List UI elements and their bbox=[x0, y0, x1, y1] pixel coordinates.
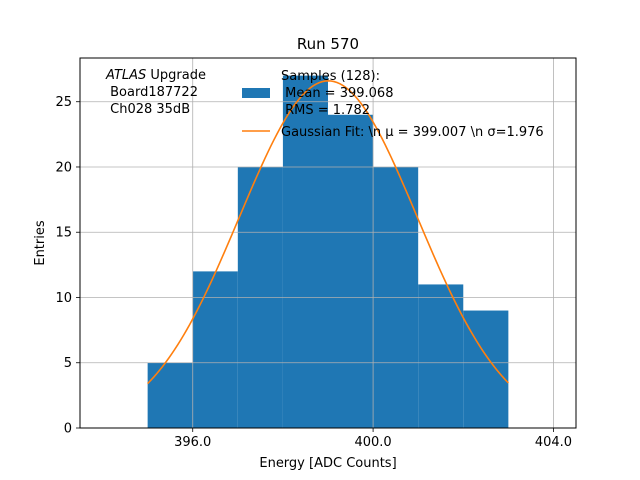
chart-title: Run 570 bbox=[297, 35, 359, 53]
legend-samples-text: RMS = 1.782 bbox=[281, 103, 370, 118]
legend-samples-text: Samples (128): bbox=[281, 69, 380, 84]
legend-fit-text: Gaussian Fit: \n μ = 399.007 \n σ=1.976 bbox=[281, 125, 544, 140]
board-label: Board187722 bbox=[106, 85, 198, 100]
y-axis-label: Entries bbox=[33, 220, 48, 266]
x-tick-label: 400.0 bbox=[354, 435, 391, 450]
grid-lines bbox=[80, 58, 576, 429]
axis-ticks: 396.0 400.0 404.0 0 5 10 15 20 25 bbox=[55, 95, 572, 450]
gaussian-fit-curve bbox=[147, 80, 509, 385]
y-tick-label: 20 bbox=[55, 160, 72, 175]
histogram-bar bbox=[463, 310, 509, 428]
atlas-annotation: ATLAS Upgrade Board187722 Ch028 35dB bbox=[105, 68, 206, 117]
legend-samples-text: Mean = 399.068 bbox=[281, 86, 393, 101]
histogram-bar bbox=[282, 75, 328, 428]
histogram-bar bbox=[328, 114, 374, 428]
y-tick-label: 0 bbox=[64, 422, 72, 437]
legend: Samples (128): Mean = 399.068 RMS = 1.78… bbox=[242, 69, 544, 140]
histogram-bar bbox=[147, 362, 193, 428]
atlas-upgrade: Upgrade bbox=[146, 68, 206, 83]
y-tick-label: 5 bbox=[64, 356, 72, 371]
legend-patch-samples bbox=[242, 88, 270, 98]
fit-line bbox=[147, 80, 509, 385]
y-tick-label: 25 bbox=[55, 95, 72, 110]
x-tick-label: 404.0 bbox=[535, 435, 572, 450]
x-axis-label: Energy [ADC Counts] bbox=[259, 456, 396, 471]
histogram-bar bbox=[418, 284, 464, 428]
x-tick-label: 396.0 bbox=[174, 435, 211, 450]
atlas-label: ATLAS Upgrade bbox=[105, 68, 206, 83]
y-tick-label: 10 bbox=[55, 291, 72, 306]
y-tick-label: 15 bbox=[55, 226, 72, 241]
plot-frame bbox=[79, 57, 577, 429]
histogram-bar bbox=[192, 271, 238, 428]
atlas-experiment: ATLAS bbox=[105, 68, 146, 83]
channel-label: Ch028 35dB bbox=[106, 102, 190, 117]
